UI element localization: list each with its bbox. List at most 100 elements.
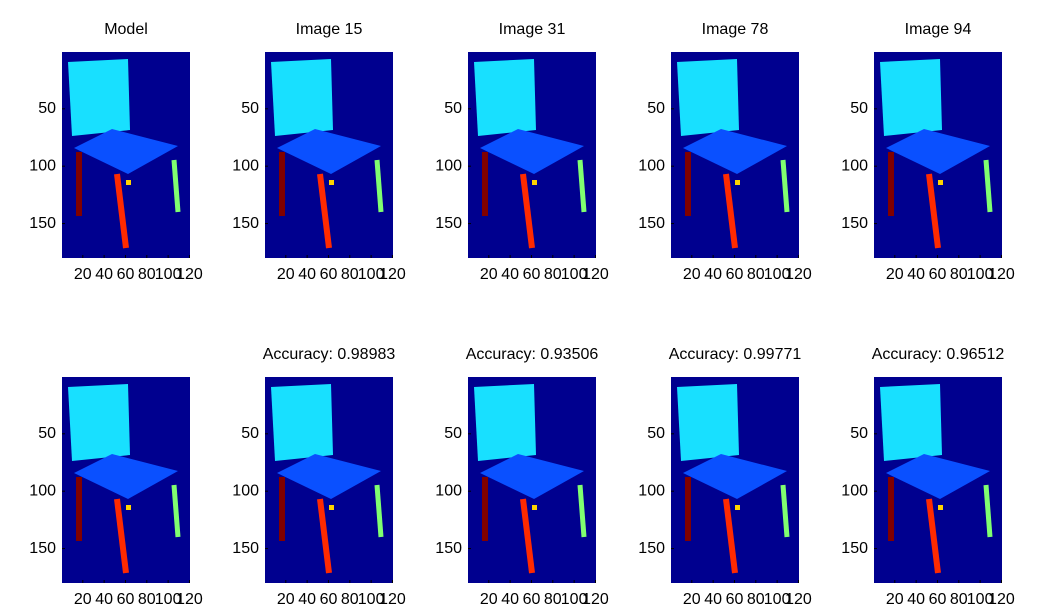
x-tick-label: 80 [544,591,562,608]
x-tick-label: 120 [176,266,203,283]
x-tick-label: 20 [480,591,498,608]
figure: Model5010015020406080100120Image 1550100… [0,0,1059,613]
x-tick-label: 60 [523,591,541,608]
x-tick-label: 40 [501,591,519,608]
x-tick-label: 80 [341,266,359,283]
y-tick-label: 150 [435,215,462,232]
x-tick-label: 40 [95,266,113,283]
y-tick-label: 100 [841,157,868,174]
x-tick-label: 40 [298,591,316,608]
segmentation-image [265,52,393,258]
x-tick-label: 40 [907,591,925,608]
x-tick-label: 20 [480,266,498,283]
segmentation-image [265,377,393,583]
panel-title: Image 31 [499,21,566,38]
x-tick-label: 80 [747,266,765,283]
segmentation-image [62,377,190,583]
y-tick-label: 150 [29,215,56,232]
y-tick-label: 50 [647,425,665,442]
y-tick-label: 100 [435,482,462,499]
x-tick-label: 80 [138,591,156,608]
x-tick-label: 40 [501,266,519,283]
segmentation-image [874,377,1002,583]
panel-title: Accuracy: 0.93506 [466,346,599,363]
segmentation-image [62,52,190,258]
y-tick-label: 100 [232,157,259,174]
y-tick-label: 150 [232,540,259,557]
x-tick-label: 40 [907,266,925,283]
segmentation-image [671,377,799,583]
y-tick-label: 150 [29,540,56,557]
x-tick-label: 60 [929,591,947,608]
x-tick-label: 60 [320,266,338,283]
x-tick-label: 120 [582,591,609,608]
x-tick-label: 60 [117,591,135,608]
panel-title: Image 94 [905,21,972,38]
y-tick-label: 150 [232,215,259,232]
x-tick-label: 40 [704,266,722,283]
y-tick-label: 100 [29,482,56,499]
x-tick-label: 60 [523,266,541,283]
y-tick-label: 150 [638,215,665,232]
x-tick-label: 40 [298,266,316,283]
y-tick-label: 50 [241,425,259,442]
y-tick-label: 100 [638,157,665,174]
x-tick-label: 60 [320,591,338,608]
segmentation-image [468,377,596,583]
y-tick-label: 100 [29,157,56,174]
panel-title: Accuracy: 0.96512 [872,346,1005,363]
panel-title: Image 15 [296,21,363,38]
x-tick-label: 20 [683,266,701,283]
y-tick-label: 100 [841,482,868,499]
segmentation-image [671,52,799,258]
x-tick-label: 60 [117,266,135,283]
x-tick-label: 80 [747,591,765,608]
y-tick-label: 50 [850,100,868,117]
x-tick-label: 120 [379,591,406,608]
x-tick-label: 40 [95,591,113,608]
x-tick-label: 80 [544,266,562,283]
segmentation-image [468,52,596,258]
x-tick-label: 80 [138,266,156,283]
y-tick-label: 50 [38,425,56,442]
y-tick-label: 100 [638,482,665,499]
y-tick-label: 50 [850,425,868,442]
x-tick-label: 120 [988,591,1015,608]
x-tick-label: 80 [341,591,359,608]
x-tick-label: 60 [726,591,744,608]
y-tick-label: 100 [435,157,462,174]
y-tick-label: 50 [241,100,259,117]
y-tick-label: 50 [444,100,462,117]
x-tick-label: 80 [950,266,968,283]
y-tick-label: 50 [647,100,665,117]
y-tick-label: 50 [38,100,56,117]
x-tick-label: 120 [176,591,203,608]
x-tick-label: 60 [726,266,744,283]
y-tick-label: 50 [444,425,462,442]
y-tick-label: 150 [638,540,665,557]
x-tick-label: 80 [950,591,968,608]
panel-title: Image 78 [702,21,769,38]
x-tick-label: 40 [704,591,722,608]
panel-title: Model [104,21,148,38]
y-tick-label: 150 [841,540,868,557]
x-tick-label: 120 [785,591,812,608]
x-tick-label: 120 [988,266,1015,283]
y-tick-label: 150 [435,540,462,557]
x-tick-label: 20 [886,266,904,283]
panel-title: Accuracy: 0.98983 [263,346,396,363]
x-tick-label: 60 [929,266,947,283]
x-tick-label: 20 [277,591,295,608]
x-tick-label: 20 [683,591,701,608]
x-tick-label: 120 [785,266,812,283]
y-tick-label: 150 [841,215,868,232]
panel-title: Accuracy: 0.99771 [669,346,802,363]
x-tick-label: 20 [74,591,92,608]
x-tick-label: 120 [582,266,609,283]
x-tick-label: 20 [886,591,904,608]
page: Model5010015020406080100120Image 1550100… [0,0,1059,613]
x-tick-label: 20 [277,266,295,283]
x-tick-label: 20 [74,266,92,283]
segmentation-image [874,52,1002,258]
x-tick-label: 120 [379,266,406,283]
